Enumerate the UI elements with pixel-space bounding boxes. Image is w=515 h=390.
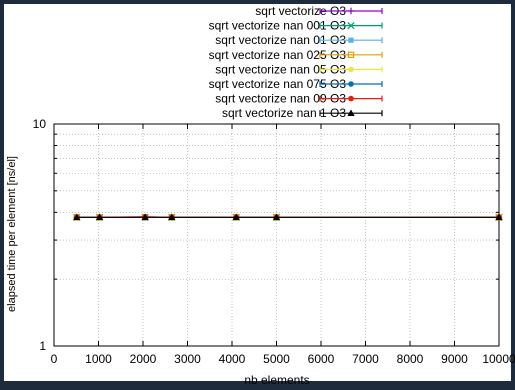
data-point <box>73 213 81 221</box>
legend-label: sqrt vectorize nan 01 O3 <box>215 33 346 47</box>
legend-label: sqrt vectorize nan 025 O3 <box>209 48 347 62</box>
legend-label: sqrt vectorize O3 <box>255 4 346 18</box>
data-point <box>347 109 355 116</box>
data-point <box>348 66 354 73</box>
data-point <box>232 213 240 221</box>
x-tick-label: 0 <box>51 352 58 366</box>
legend-entry: sqrt vectorize nan 025 O3 <box>209 48 383 62</box>
legend-entry: sqrt vectorize O3 <box>255 4 383 18</box>
grid <box>54 124 499 346</box>
x-tick-label: 6000 <box>308 352 335 366</box>
data-point <box>348 37 354 43</box>
legend-entry: sqrt vectorize nan 075 O3 <box>209 77 383 91</box>
legend-label: sqrt vectorize nan 05 O3 <box>215 62 346 76</box>
legend-label: sqrt vectorize nan 1 O3 <box>222 106 346 120</box>
x-tick-label: 8000 <box>397 352 424 366</box>
data-point <box>347 51 355 59</box>
y-axis-label: elapsed time per element [ns/el] <box>6 156 18 312</box>
x-tick-label: 9000 <box>441 352 468 366</box>
x-tick-label: 10000 <box>482 352 515 366</box>
x-tick-label: 3000 <box>174 352 201 366</box>
series-group <box>73 213 503 221</box>
legend-label: sqrt vectorize nan 09 O3 <box>215 92 346 106</box>
legend-entry: sqrt vectorize nan 01 O3 <box>215 33 383 47</box>
x-tick-label: 1000 <box>85 352 112 366</box>
x-tick-label: 4000 <box>219 352 246 366</box>
data-point <box>347 21 355 30</box>
data-point <box>95 213 104 221</box>
x-tick-label: 7000 <box>352 352 379 366</box>
data-point <box>348 81 354 87</box>
legend-entry: sqrt vectorize nan 05 O3 <box>215 62 383 76</box>
legend-entry: sqrt vectorize nan 09 O3 <box>215 92 383 106</box>
x-tick-label: 2000 <box>130 352 157 366</box>
data-point <box>141 213 149 221</box>
y-tick-label: 1 <box>39 339 46 353</box>
data-point <box>168 213 176 221</box>
legend-entry: sqrt vectorize nan 1 O3 <box>222 106 383 120</box>
plot-border <box>53 123 500 347</box>
legend-label: sqrt vectorize nan 075 O3 <box>209 77 347 91</box>
y-tick-label: 10 <box>33 117 47 131</box>
axes: 0 1000 2000 3000 4000 5000 6000 7000 8000 9000 100… <box>33 117 515 366</box>
data-point <box>272 213 281 221</box>
data-point <box>347 7 355 15</box>
legend-entry: sqrt vectorize nan 001 O3 <box>209 19 383 33</box>
legend-label: sqrt vectorize nan 001 O3 <box>209 19 347 33</box>
x-axis-label: nb elements <box>244 373 309 385</box>
data-point <box>348 95 354 102</box>
x-tick-label: 5000 <box>263 352 290 366</box>
chart-background <box>4 4 511 381</box>
series <box>73 213 503 221</box>
data-point <box>495 213 503 221</box>
